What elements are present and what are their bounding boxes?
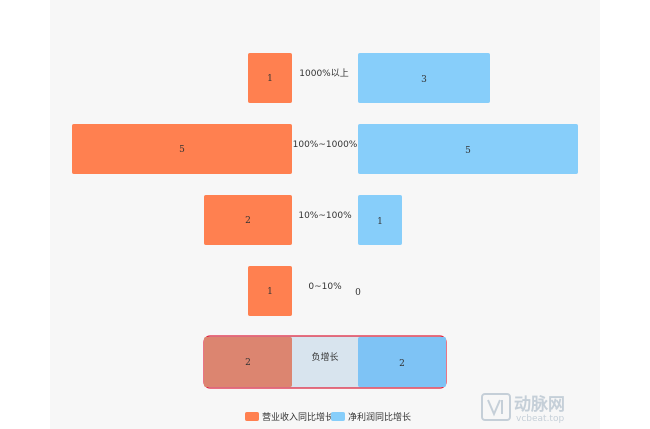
bar-profit-row-2 xyxy=(358,195,402,245)
label-profit-row-1: 5 xyxy=(465,146,471,156)
label-revenue-row-4: 2 xyxy=(245,358,251,368)
label-revenue-row-1: 5 xyxy=(179,145,185,155)
watermark-cn: 动脉网 xyxy=(514,394,565,415)
bar-profit-row-0 xyxy=(358,53,490,103)
category-label-row-2: 10%~100% xyxy=(298,211,352,221)
bar-profit-row-1 xyxy=(358,124,578,174)
bar-revenue-row-0 xyxy=(248,53,292,103)
bar-revenue-row-3 xyxy=(248,266,292,316)
category-label-row-4: 负增长 xyxy=(311,351,338,363)
watermark-logo-mark xyxy=(487,399,503,417)
watermark-en: vcbeat.top xyxy=(516,414,564,424)
category-label-row-3: 0~10% xyxy=(308,282,342,292)
category-label-row-0: 1000%以上 xyxy=(299,68,348,79)
legend-item-revenue-swatch xyxy=(245,412,259,421)
label-profit-row-4: 2 xyxy=(399,359,405,369)
bar-revenue-row-4 xyxy=(204,337,292,387)
bar-revenue-row-2 xyxy=(204,195,292,245)
label-profit-row-2: 1 xyxy=(377,217,383,227)
label-revenue-row-2: 2 xyxy=(245,216,251,226)
watermark: 动脉网 vcbeat.top xyxy=(481,393,565,424)
legend-item-profit-swatch xyxy=(331,412,345,421)
legend: 营业收入同比增长 净利润同比增长 xyxy=(245,411,411,423)
watermark-logo-icon xyxy=(481,393,511,421)
label-revenue-row-0: 1 xyxy=(267,74,273,84)
bar-revenue-row-1 xyxy=(72,124,292,174)
label-profit-row-0: 3 xyxy=(421,75,427,85)
category-label-row-1: 100%~1000% xyxy=(293,140,358,150)
bar-profit-row-4 xyxy=(358,337,446,387)
legend-item-profit-label: 净利润同比增长 xyxy=(348,411,411,423)
label-profit-row-3: 0 xyxy=(355,288,361,298)
label-revenue-row-3: 1 xyxy=(267,287,273,297)
chart-marks: 1 3 1000%以上 5 5 100%~1000% 2 1 10%~100% 1 0 0~10% 2 2… xyxy=(72,53,578,389)
legend-item-revenue-label: 营业收入同比增长 xyxy=(262,411,334,423)
